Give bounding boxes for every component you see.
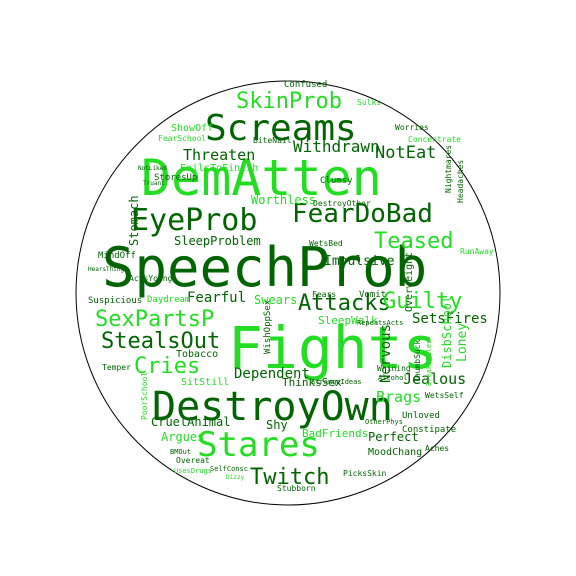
word-usesdrugs: UsesDrugs <box>174 467 212 475</box>
word-tobacco: Tobacco <box>176 349 218 360</box>
word-temper: Temper <box>102 363 131 372</box>
word-otherphys: OtherPhys <box>365 418 403 426</box>
word-brags: Brags <box>376 388 421 406</box>
word-thumbsuck: ThumbSuck <box>413 339 422 383</box>
word-stares: Stares <box>197 425 320 465</box>
word-eyeprob: EyeProb <box>131 203 257 238</box>
word-stubborn: Stubborn <box>277 484 316 493</box>
word-sitstill: SitStill <box>181 377 229 388</box>
word-screams: Screams <box>205 108 357 149</box>
word-worries: Worries <box>395 123 429 132</box>
word-constipate: Constipate <box>402 425 456 435</box>
word-alcohol: Alcohol <box>378 374 408 382</box>
word-jealous: Jealous <box>403 370 466 388</box>
word-sulks: Sulks <box>357 98 381 107</box>
word-perfect: Perfect <box>368 430 419 444</box>
word-headaches: Headaches <box>456 159 465 203</box>
word-confused: Confused <box>284 80 327 90</box>
word-runaway: RunAway <box>460 247 494 256</box>
word-overweight: Overweight <box>404 252 415 312</box>
word-loney: Loney <box>455 323 470 362</box>
word-stealsout: StealsOut <box>101 329 220 354</box>
word-disbschool: DisbSchool <box>440 296 454 368</box>
word-argues: Argues <box>161 430 204 444</box>
word-threaten: Threaten <box>183 146 255 164</box>
word-cruelanimal: CruelAnimal <box>151 415 230 429</box>
word-wishoppsex: WishOppSex <box>263 299 273 354</box>
word-fears: Fears <box>312 290 336 299</box>
word-selfconsc: SelfConsc <box>210 465 248 473</box>
word-bitenail: BiteNail <box>253 136 292 145</box>
word-fearschool: FearSchool <box>158 134 206 143</box>
word-shy: Shy <box>266 418 288 432</box>
word-concentrate: Concentrate <box>408 135 461 144</box>
word-sleepwalk: SleepWalk <box>318 314 378 327</box>
word-dizzy: Dizzy <box>226 474 244 481</box>
word-wetsself: WetsSelf <box>425 391 464 400</box>
word-aches: Aches <box>425 444 449 453</box>
word-clumsy: Clumsy <box>320 176 353 186</box>
word-whining: Whining <box>377 364 411 373</box>
cloud-outline-circle <box>75 80 501 506</box>
word-setsfires: SetsFires <box>412 311 488 327</box>
word-wetsbed: WetsBed <box>309 239 343 248</box>
word-speechprob: SpeechProb <box>102 236 427 299</box>
word-guilty: Guilty <box>383 289 462 314</box>
word-picksskin: PicksSkin <box>343 469 387 478</box>
word-actsyoung: ActsYoung <box>129 274 173 283</box>
word-destroyown: DestroyOwn <box>152 384 393 430</box>
word-overeat: Overeat <box>176 456 210 465</box>
word-destroyother: DestroyOther <box>313 199 371 208</box>
word-sleepproblem: SleepProblem <box>174 234 261 248</box>
word-swears: Swears <box>254 293 297 307</box>
word-nervous: Nervous <box>378 324 394 383</box>
word-impulsive: Impulsive <box>324 254 395 269</box>
word-mindoff: MindOff <box>98 251 136 261</box>
word-daydream: Daydream <box>147 295 190 305</box>
word-thinkssex: ThinksSex <box>282 376 342 389</box>
word-moodchang: MoodChang <box>368 447 422 458</box>
word-nightmares: Nightmares <box>444 145 453 193</box>
word-unloved: Unloved <box>402 411 440 421</box>
word-notliked: NotLiked <box>138 165 167 172</box>
word-attacks: Attacks <box>298 291 391 316</box>
word-withdrawn: Withdrawn <box>293 137 380 156</box>
word-worthless: Worthless <box>251 193 316 207</box>
word-truant: Truant <box>143 180 165 187</box>
word-showoff: ShowOff <box>171 123 213 134</box>
word-hearsthings: HearsThings <box>88 266 128 273</box>
word-twitch: Twitch <box>250 465 329 490</box>
word-suspicious: Suspicious <box>88 296 142 306</box>
word-vomit: Vomit <box>359 290 386 300</box>
word-sexpartsp: SexPartsP <box>95 307 214 332</box>
word-repeatsacts: RepeatsActs <box>357 319 403 327</box>
word-fearful: Fearful <box>187 290 246 306</box>
word-badfriends: BadFriends <box>302 427 368 440</box>
word-breaksrules: BreaksRules <box>425 340 433 386</box>
word-bmout: BMOut <box>170 448 191 456</box>
word-dematten: DemAtten <box>141 149 382 207</box>
word-stomach: Stomach <box>127 195 141 246</box>
word-fights: Fights <box>228 314 438 382</box>
word-strangeideas: StrangeIdeas <box>311 378 362 386</box>
word-feardobad: FearDoBad <box>292 199 433 229</box>
word-skinprob: SkinProb <box>236 89 342 114</box>
word-noteat: NotEat <box>375 143 436 163</box>
word-teased: Teased <box>374 229 453 254</box>
word-failstofinish: FailsToFinish <box>180 163 258 174</box>
word-dependent: Dependent <box>234 366 310 382</box>
word-cries: Cries <box>134 354 200 379</box>
word-poorschool: PoorSchool <box>140 372 149 420</box>
word-storesup: StoresUp <box>154 173 197 183</box>
